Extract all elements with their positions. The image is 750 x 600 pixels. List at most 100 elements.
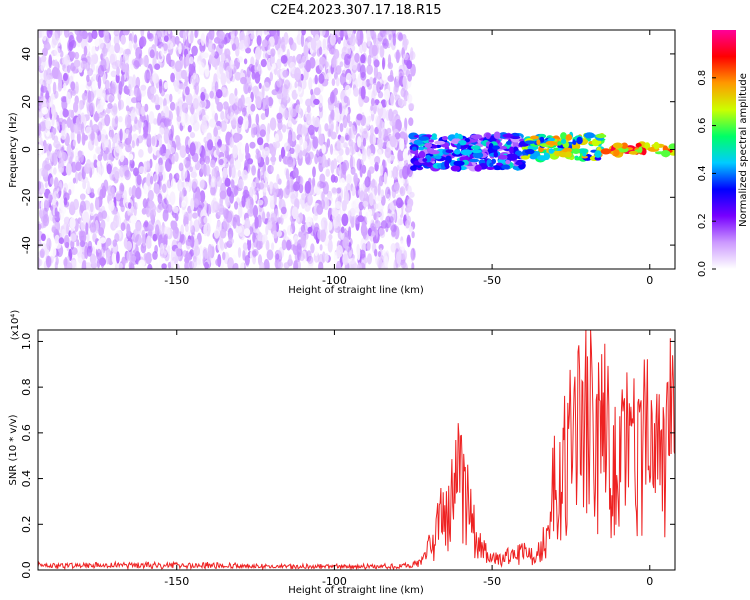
heatmap-cell bbox=[153, 183, 160, 195]
heatmap-cell bbox=[576, 136, 583, 145]
heatmap-cell bbox=[105, 237, 112, 247]
y-tick-label: 0.0 bbox=[20, 561, 33, 579]
heatmap-cell bbox=[342, 253, 349, 266]
heatmap-cell bbox=[464, 138, 470, 143]
heatmap-cell bbox=[42, 30, 47, 42]
heatmap-cell bbox=[216, 176, 223, 188]
heatmap-cell bbox=[38, 239, 42, 248]
heatmap-cell bbox=[149, 209, 155, 221]
heatmap-cell bbox=[62, 82, 67, 91]
heatmap-cell bbox=[129, 263, 135, 269]
heatmap-cell bbox=[91, 45, 96, 56]
heatmap-cell bbox=[411, 231, 415, 239]
heatmap-cell bbox=[332, 158, 338, 170]
heatmap-cell bbox=[46, 43, 51, 50]
heatmap-cell bbox=[266, 249, 274, 261]
heatmap-cell bbox=[214, 59, 218, 71]
heatmap-cell bbox=[374, 220, 381, 229]
heatmap-cell bbox=[240, 76, 247, 85]
heatmap-cell bbox=[343, 95, 349, 104]
heatmap-cell bbox=[163, 98, 167, 108]
heatmap-cell bbox=[304, 180, 312, 194]
heatmap-cell bbox=[392, 33, 396, 46]
heatmap-cell bbox=[70, 81, 76, 91]
heatmap-cell bbox=[45, 74, 53, 86]
heatmap-cell bbox=[398, 32, 403, 42]
heatmap-cell bbox=[69, 51, 76, 59]
heatmap-cell bbox=[369, 192, 374, 206]
heatmap-cell bbox=[97, 130, 102, 143]
heatmap-cell bbox=[394, 132, 401, 140]
heatmap-cell bbox=[347, 210, 352, 220]
heatmap-cell bbox=[155, 262, 159, 269]
x-tick-label: -100 bbox=[322, 575, 347, 588]
heatmap-cell bbox=[314, 74, 318, 85]
heatmap-cell bbox=[373, 212, 377, 221]
heatmap-cell bbox=[529, 154, 538, 160]
heatmap-cell bbox=[135, 186, 142, 200]
heatmap-cell bbox=[242, 107, 247, 117]
heatmap-cell bbox=[392, 166, 399, 180]
heatmap-cell bbox=[85, 126, 92, 135]
heatmap-cell bbox=[178, 182, 183, 193]
heatmap-cell bbox=[471, 149, 482, 154]
heatmap-cell bbox=[92, 232, 97, 243]
y-tick-label: 1.0 bbox=[20, 333, 33, 351]
heatmap-cell bbox=[496, 162, 503, 166]
heatmap-cell bbox=[170, 59, 176, 69]
heatmap-cell bbox=[470, 134, 483, 140]
heatmap-cell bbox=[119, 128, 123, 142]
heatmap-cell bbox=[271, 154, 276, 166]
heatmap-cell bbox=[210, 240, 216, 247]
heatmap-cell bbox=[183, 30, 186, 42]
heatmap-cell bbox=[191, 45, 198, 56]
heatmap-cell bbox=[240, 94, 245, 108]
heatmap-cell bbox=[87, 240, 93, 250]
heatmap-cell bbox=[123, 189, 127, 201]
heatmap-cell bbox=[306, 105, 311, 113]
heatmap-cell bbox=[191, 178, 198, 189]
heatmap-cell bbox=[405, 211, 409, 221]
heatmap-cell bbox=[86, 98, 93, 112]
heatmap-cell bbox=[557, 141, 562, 146]
heatmap-cell bbox=[169, 101, 176, 111]
heatmap-cell bbox=[336, 245, 343, 258]
heatmap-cell bbox=[130, 255, 137, 262]
heatmap-cell bbox=[49, 194, 53, 203]
heatmap-cell bbox=[116, 262, 123, 269]
heatmap-cell bbox=[362, 200, 369, 207]
heatmap-cell bbox=[41, 106, 49, 115]
heatmap-cell bbox=[252, 204, 259, 218]
heatmap-cell bbox=[383, 171, 388, 185]
heatmap-cell bbox=[250, 103, 256, 112]
heatmap-cell bbox=[164, 233, 168, 241]
heatmap-cell bbox=[442, 136, 448, 141]
heatmap-cell bbox=[374, 115, 380, 126]
heatmap-cell bbox=[278, 154, 282, 162]
heatmap-cell bbox=[263, 81, 271, 92]
heatmap-cell bbox=[133, 34, 138, 44]
heatmap-cell bbox=[412, 146, 417, 151]
heatmap-cell bbox=[220, 120, 227, 132]
heatmap-cell bbox=[291, 131, 296, 142]
y-tick-label: -20 bbox=[20, 188, 33, 206]
heatmap-cell bbox=[63, 30, 70, 38]
heatmap-cell bbox=[277, 178, 282, 185]
heatmap-cell bbox=[290, 217, 295, 230]
heatmap-cell bbox=[489, 162, 494, 168]
heatmap-cell bbox=[359, 44, 363, 53]
heatmap-cell bbox=[170, 260, 175, 268]
heatmap-cell bbox=[128, 186, 133, 197]
heatmap-cell bbox=[331, 210, 339, 217]
heatmap-cell bbox=[329, 34, 336, 46]
heatmap-cell bbox=[159, 127, 165, 135]
heatmap-cell bbox=[232, 144, 238, 159]
heatmap-cell bbox=[594, 150, 602, 158]
heatmap-cell bbox=[411, 262, 415, 269]
heatmap-cell bbox=[169, 147, 175, 154]
heatmap-cell bbox=[381, 121, 385, 136]
heatmap-cell bbox=[52, 81, 57, 95]
heatmap-cell bbox=[384, 88, 390, 101]
heatmap-cell bbox=[382, 38, 389, 49]
heatmap-cell bbox=[308, 124, 315, 136]
